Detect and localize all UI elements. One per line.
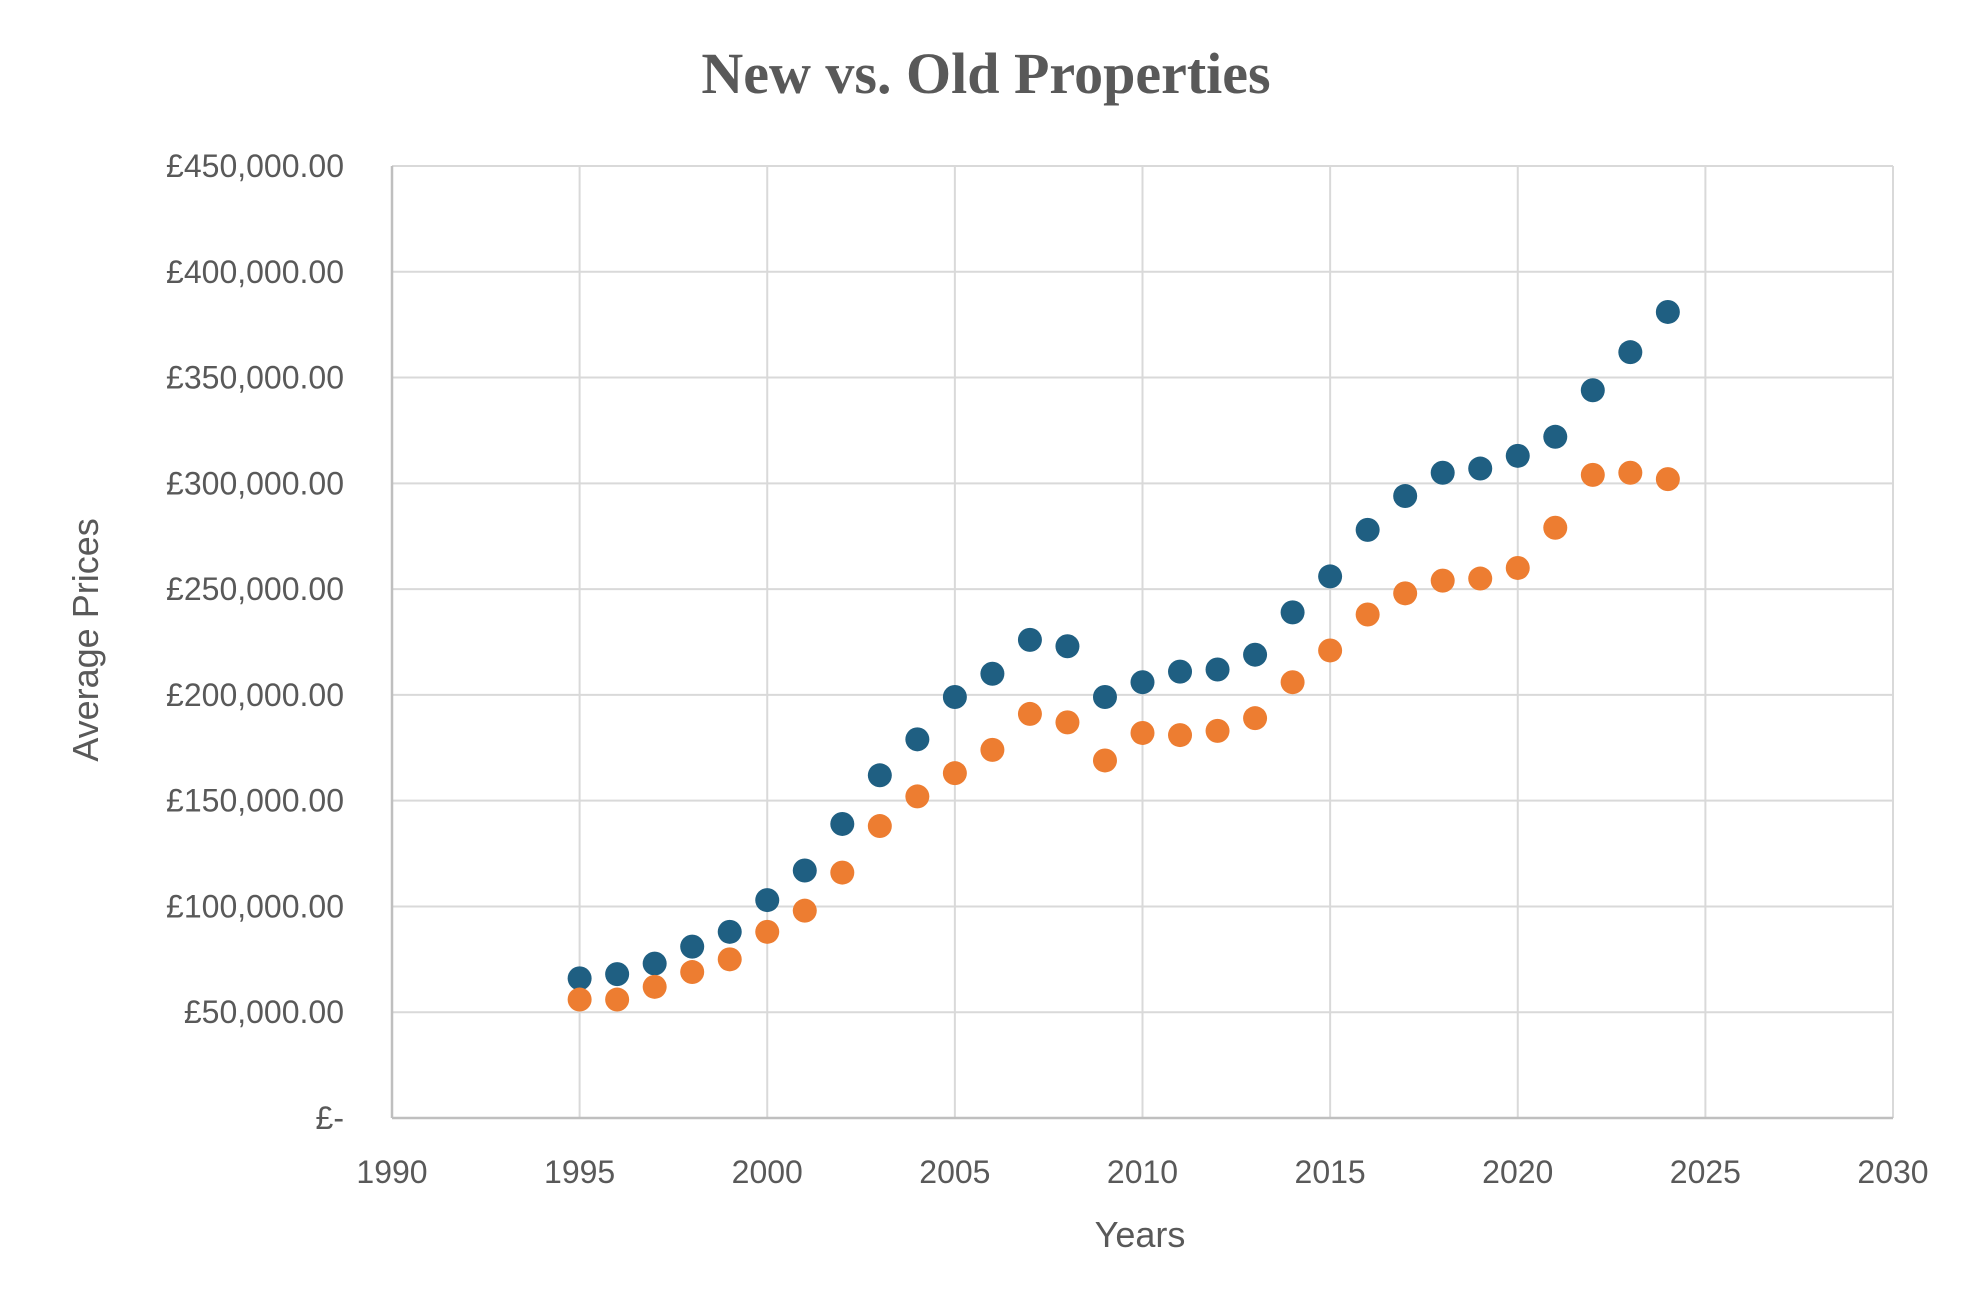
data-point (905, 784, 930, 809)
data-point (1505, 443, 1530, 468)
data-point (1205, 657, 1230, 682)
data-point (830, 811, 855, 836)
y-axis-label: Average Prices (65, 518, 106, 761)
data-point (792, 858, 817, 883)
data-point (1543, 424, 1568, 449)
data-points (567, 299, 1680, 1012)
data-point (1655, 467, 1680, 492)
data-point (680, 934, 705, 959)
data-point (1580, 378, 1605, 403)
data-point (1468, 456, 1493, 481)
data-point (1055, 634, 1080, 659)
data-point (680, 960, 705, 985)
x-tick-label: 1990 (356, 1154, 427, 1190)
data-point (1468, 566, 1493, 591)
data-point (942, 761, 967, 786)
series-2 (567, 460, 1680, 1012)
y-tick-label: £450,000.00 (166, 148, 344, 184)
data-point (1017, 627, 1042, 652)
data-point (1580, 462, 1605, 487)
x-tick-label: 2025 (1670, 1154, 1741, 1190)
data-point (1092, 685, 1117, 710)
data-point (1280, 670, 1305, 695)
data-point (1543, 515, 1568, 540)
chart-title: New vs. Old Properties (701, 41, 1270, 106)
data-point (980, 737, 1005, 762)
data-point (980, 661, 1005, 686)
data-point (1092, 748, 1117, 773)
axes (390, 166, 1893, 1120)
tick-labels: £- £50,000.00 £100,000.00 £150,000.00 £200,0… (166, 148, 1929, 1190)
x-tick-label: 2000 (732, 1154, 803, 1190)
data-point (1130, 670, 1155, 695)
x-tick-label: 2010 (1107, 1154, 1178, 1190)
data-point (1355, 602, 1380, 627)
x-axis-label: Years (1095, 1214, 1186, 1255)
data-point (1055, 710, 1080, 735)
data-point (1318, 638, 1343, 663)
data-point (605, 962, 630, 987)
x-tick-label: 1995 (544, 1154, 615, 1190)
x-tick-label: 2015 (1295, 1154, 1366, 1190)
data-point (1168, 659, 1193, 684)
data-point (1205, 718, 1230, 743)
data-point (1280, 600, 1305, 625)
data-point (1130, 720, 1155, 745)
y-tick-label: £100,000.00 (166, 888, 344, 924)
data-point (1318, 564, 1343, 589)
data-point (755, 888, 780, 913)
y-tick-label: £- (316, 1100, 344, 1136)
data-point (1430, 568, 1455, 593)
x-tick-label: 2020 (1482, 1154, 1553, 1190)
data-point (792, 898, 817, 923)
data-point (1618, 340, 1643, 365)
data-point (1430, 460, 1455, 485)
data-point (867, 814, 892, 839)
data-point (605, 987, 630, 1012)
y-tick-label: £350,000.00 (166, 360, 344, 396)
x-tick-label: 2005 (919, 1154, 990, 1190)
data-point (905, 727, 930, 752)
y-tick-label: £300,000.00 (166, 465, 344, 501)
data-point (1393, 581, 1418, 606)
data-point (1168, 723, 1193, 748)
data-point (1655, 299, 1680, 324)
data-point (1017, 701, 1042, 726)
y-tick-label: £200,000.00 (166, 677, 344, 713)
data-point (642, 974, 667, 999)
y-tick-label: £150,000.00 (166, 783, 344, 819)
data-point (1618, 460, 1643, 485)
data-point (717, 947, 742, 972)
data-point (942, 685, 967, 710)
data-point (717, 919, 742, 944)
data-point (567, 987, 592, 1012)
x-tick-label: 2030 (1857, 1154, 1928, 1190)
data-point (642, 951, 667, 976)
data-point (1505, 555, 1530, 580)
data-point (830, 860, 855, 885)
y-tick-label: £250,000.00 (166, 571, 344, 607)
data-point (1355, 517, 1380, 542)
data-point (1393, 484, 1418, 509)
data-point (755, 919, 780, 944)
y-tick-label: £50,000.00 (184, 994, 344, 1030)
data-point (567, 966, 592, 991)
series-1 (567, 299, 1680, 991)
y-tick-label: £400,000.00 (166, 254, 344, 290)
data-point (1243, 642, 1268, 667)
data-point (1243, 706, 1268, 731)
data-point (867, 763, 892, 788)
